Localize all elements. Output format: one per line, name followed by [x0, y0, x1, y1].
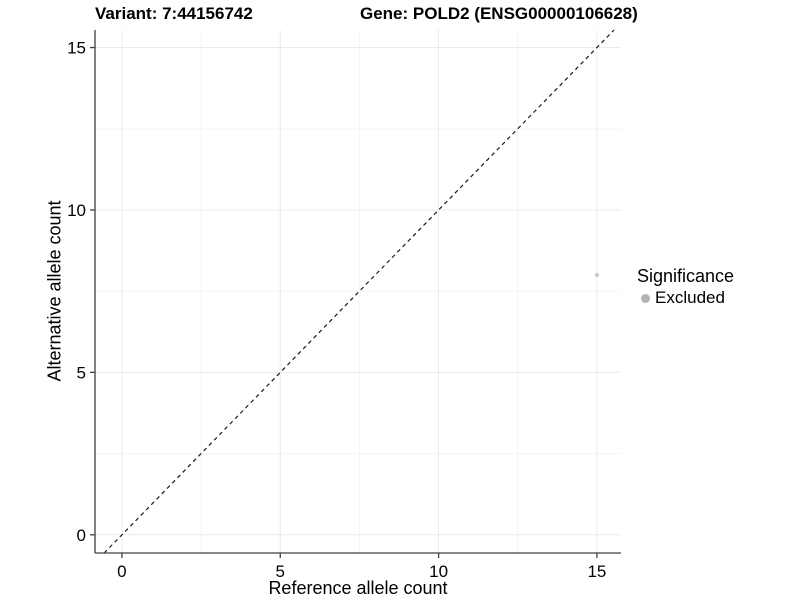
legend-item-excluded: Excluded — [637, 288, 734, 308]
plot-title-gene: Gene: POLD2 (ENSG00000106628) — [360, 4, 638, 23]
y-tick-label: 15 — [67, 39, 86, 58]
identity-line — [103, 29, 615, 554]
y-axis-label: Alternative allele count — [44, 200, 65, 382]
plot-title-variant: Variant: 7:44156742 — [95, 4, 253, 23]
x-tick-label: 10 — [429, 562, 448, 581]
x-tick-label: 5 — [276, 562, 285, 581]
x-tick-label: 0 — [117, 562, 126, 581]
y-tick-label: 10 — [67, 201, 86, 220]
legend-key-dot-icon — [641, 293, 650, 303]
legend: Significance Excluded — [637, 265, 734, 308]
data-point — [594, 272, 600, 278]
legend-title: Significance — [637, 266, 735, 286]
x-axis-label: Reference allele count — [268, 578, 448, 598]
y-tick-label: 0 — [77, 526, 86, 545]
legend-item-label: Excluded — [655, 288, 725, 307]
y-tick-label: 5 — [77, 363, 86, 382]
x-tick-label: 15 — [587, 562, 606, 581]
